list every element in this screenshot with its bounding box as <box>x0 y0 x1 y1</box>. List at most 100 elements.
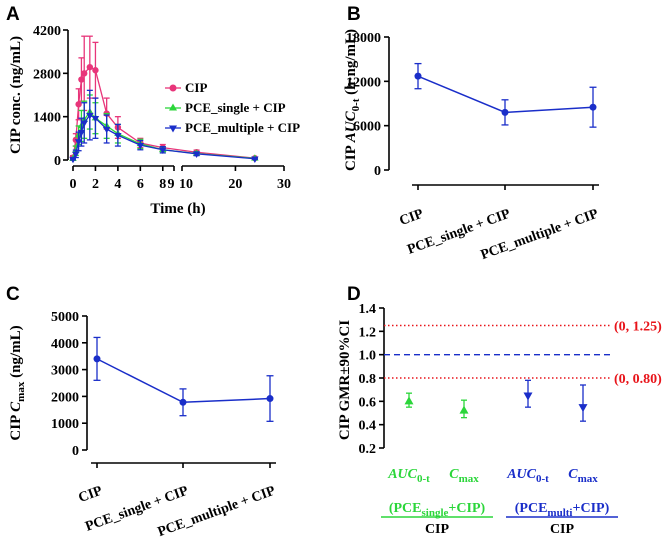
label-subscript: max <box>578 473 599 485</box>
series-2-point <box>114 133 122 140</box>
y-tick-label: 0.6 <box>359 395 377 410</box>
y-title-part: AUC <box>343 110 359 143</box>
y-tick-label: 1.0 <box>359 349 377 364</box>
series-0-point <box>78 76 85 83</box>
numerator-part: (PCE <box>389 501 422 516</box>
group-numerator: (PCEsingle+CIP) <box>389 501 486 519</box>
y-tick-label: 1000 <box>51 417 79 432</box>
legend-marker <box>169 84 177 92</box>
y-axis-title: CIP AUC0-t (h·ng/mL) <box>343 29 362 171</box>
panel-letter-c: C <box>6 284 20 305</box>
x-tick-label: 6 <box>137 177 144 192</box>
data-point <box>93 355 101 363</box>
label-main: C <box>449 467 459 482</box>
y-tick-label: 12000 <box>346 75 381 90</box>
group-denominator: CIP <box>425 522 450 537</box>
legend-marker <box>169 125 177 133</box>
series-0-point <box>81 70 88 77</box>
y-tick-label: 4200 <box>33 24 61 39</box>
label-subscript: max <box>459 473 480 485</box>
gmr-category-label: Cmax <box>449 467 479 485</box>
panel-d-gmr-plot: 0.2 0.4 0.6 0.8 1.0 1.2 1.4 CIP GMR±90%CI (0, 1.… <box>337 302 662 537</box>
x-axis-title: Time (h) <box>150 201 205 217</box>
panel-letter-d: D <box>347 284 361 305</box>
gmr-category-label: Cmax <box>568 467 598 485</box>
reference-line-label: (0, 0.80) <box>614 372 662 387</box>
y-tick-label: 2000 <box>51 390 79 405</box>
x-tick-label: 20 <box>228 177 242 192</box>
label-subscript: 0-t <box>417 473 430 485</box>
category-label: CIP <box>77 484 105 506</box>
y-axis-title: CIP Cmax (ng/mL) <box>8 325 27 440</box>
y-tick-label: 0 <box>54 154 61 169</box>
y-title-part: (h·ng/mL) <box>343 29 359 99</box>
panel-letter-b: B <box>347 4 361 25</box>
label-main: AUC <box>506 467 536 482</box>
series-2-point <box>91 116 100 123</box>
y-title-part: CIP <box>343 142 359 171</box>
y-title-part: CIP <box>8 412 24 441</box>
y-tick-label: 0.2 <box>359 442 377 457</box>
y-axis-title: CIP conc. (ng/mL) <box>8 36 24 154</box>
numerator-subscript: multi <box>547 507 572 519</box>
data-point <box>589 103 597 111</box>
y-axis-title: CIP GMR±90%CI <box>337 320 353 440</box>
series-0-point <box>92 67 99 74</box>
label-main: AUC <box>387 467 417 482</box>
data-point <box>266 395 274 403</box>
gmr-category-label: AUC0-t <box>387 467 430 485</box>
label-subscript: 0-t <box>536 473 549 485</box>
x-tick-label: 4 <box>114 177 121 192</box>
series-2-point <box>192 151 201 159</box>
gmr-point <box>523 392 533 401</box>
panel-letter-a: A <box>6 4 20 25</box>
y-title-part: C <box>8 401 24 412</box>
x-tick-label: 2 <box>92 177 99 192</box>
legend-label: PCE_single + CIP <box>185 100 286 115</box>
series-0-point <box>86 63 94 71</box>
y-tick-label: 2800 <box>33 67 61 82</box>
data-point <box>501 108 509 116</box>
reference-line-label: (0, 1.25) <box>614 320 662 335</box>
x-tick-label: 30 <box>277 177 291 192</box>
series-2-point <box>102 126 111 134</box>
y-tick-label: 1.2 <box>359 325 377 340</box>
data-point <box>179 398 187 406</box>
y-tick-label: 0.8 <box>359 372 377 387</box>
y-title-part: (ng/mL) <box>8 325 24 381</box>
numerator-part: (PCE <box>515 501 548 516</box>
y-tick-label: 1.4 <box>359 302 377 317</box>
x-tick-label: 10 <box>179 177 193 192</box>
gmr-point <box>459 405 469 414</box>
series-2-point <box>72 151 80 159</box>
series-2-point <box>136 142 145 150</box>
numerator-subscript: single <box>422 507 449 519</box>
y-tick-label: 0 <box>374 164 381 179</box>
group-denominator: CIP <box>550 522 575 537</box>
y-tick-label: 4000 <box>51 337 79 352</box>
y-tick-label: 18000 <box>346 31 381 46</box>
category-label: CIP <box>398 207 426 229</box>
x-tick-label: 0 <box>70 177 77 192</box>
gmr-point <box>404 396 414 405</box>
numerator-part: +CIP) <box>572 501 609 516</box>
x-tick-label: 9 <box>168 177 175 192</box>
numerator-part: +CIP) <box>448 501 485 516</box>
legend-label: PCE_multiple + CIP <box>185 120 300 135</box>
series-2-point <box>80 120 88 128</box>
y-title-subscript: max <box>15 381 27 402</box>
y-tick-label: 0 <box>72 444 79 459</box>
y-tick-label: 5000 <box>51 310 79 325</box>
data-point <box>414 72 422 80</box>
label-main: C <box>568 467 578 482</box>
y-tick-label: 0.4 <box>359 419 377 434</box>
y-tick-label: 1400 <box>33 111 61 126</box>
legend-label: CIP <box>185 80 207 95</box>
series-2-point <box>86 112 94 120</box>
legend-marker <box>169 103 177 111</box>
y-tick-label: 3000 <box>51 364 79 379</box>
group-numerator: (PCEmulti+CIP) <box>515 501 610 519</box>
